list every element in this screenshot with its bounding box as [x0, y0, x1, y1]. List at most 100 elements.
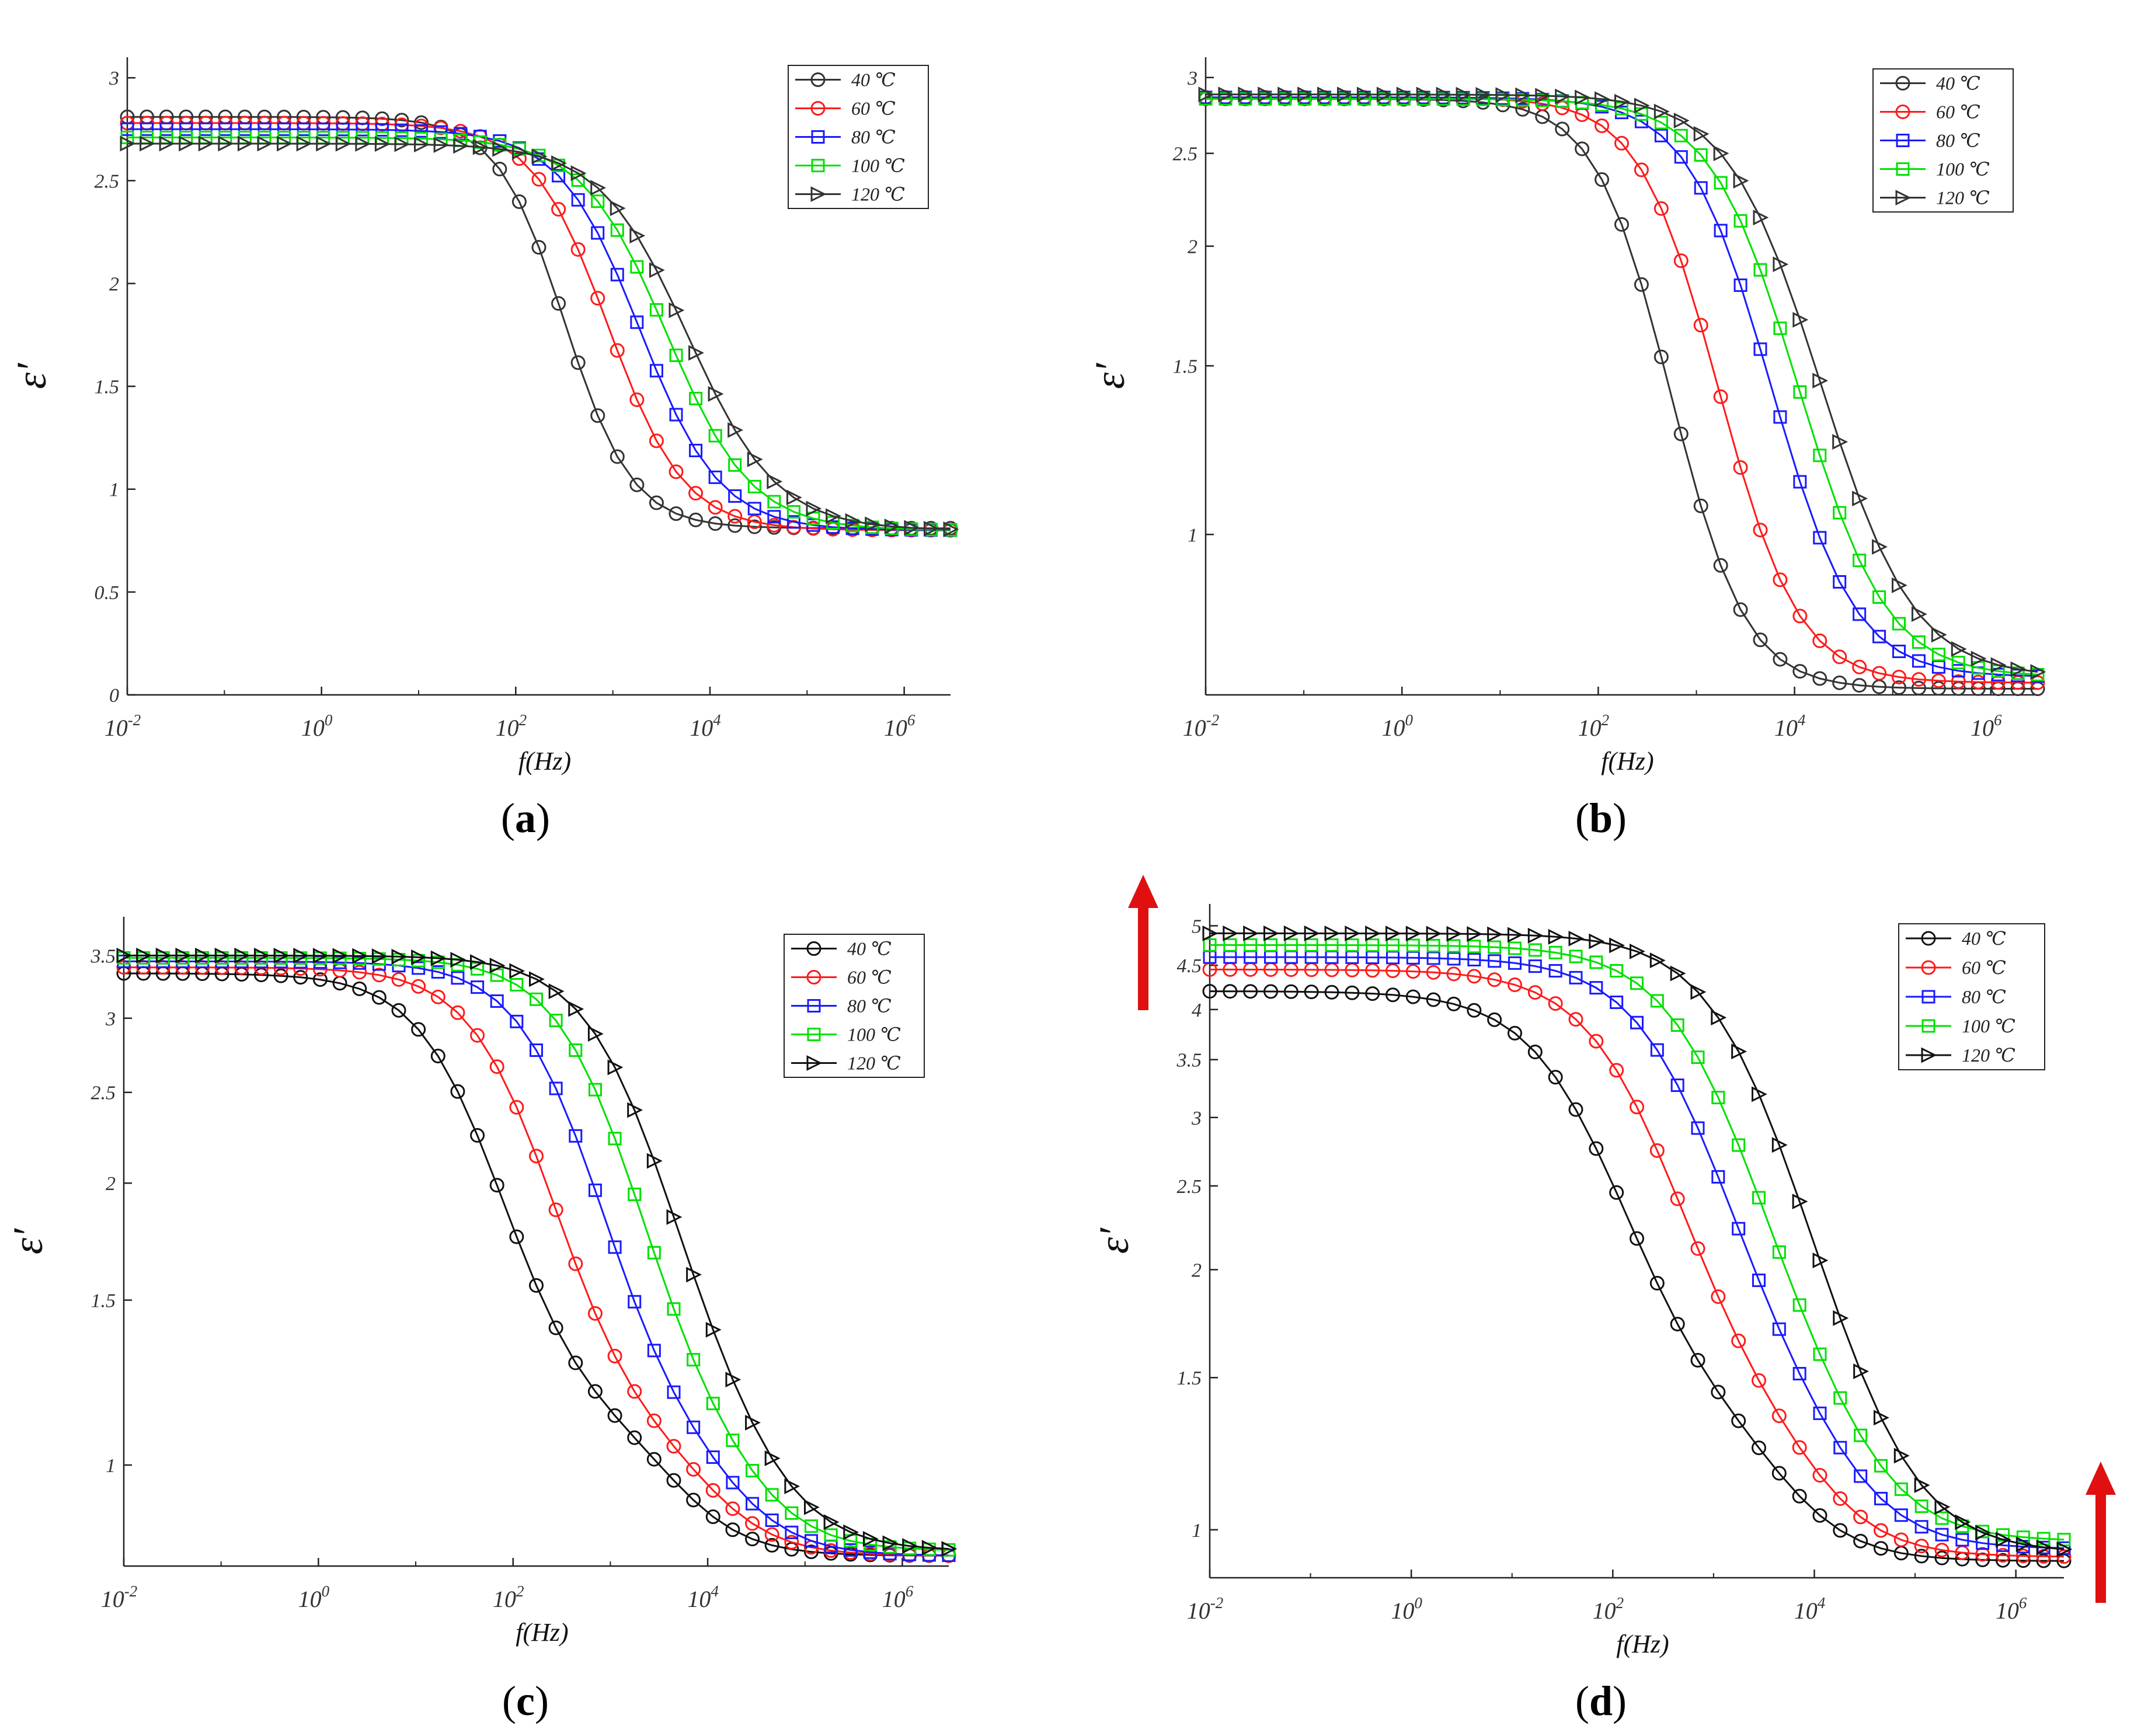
legend-marker	[806, 1055, 823, 1071]
data-point	[1263, 984, 1278, 999]
data-point	[1426, 965, 1441, 980]
data-point	[1223, 926, 1239, 941]
legend: 40 ℃ 60 ℃ 80 ℃ 100 ℃ 120 ℃	[784, 934, 925, 1078]
data-point	[1555, 88, 1571, 105]
data-point	[843, 1524, 859, 1540]
data-point	[686, 1493, 701, 1508]
data-point	[587, 1306, 603, 1321]
data-point	[1488, 954, 1502, 968]
legend-item: 60 ℃	[795, 98, 896, 119]
data-point	[1508, 1025, 1522, 1041]
y-tick-label: 2	[1188, 236, 1197, 258]
y-tick-label: 3	[1187, 68, 1197, 89]
data-point	[746, 1464, 760, 1478]
data-point	[630, 315, 644, 329]
data-point	[727, 422, 744, 438]
data-point	[784, 1535, 799, 1550]
red-arrow-up-top	[1128, 875, 1158, 1010]
data-point	[237, 135, 253, 152]
data-point	[1872, 666, 1887, 681]
data-point	[1569, 949, 1583, 963]
y-tick-label: 4	[1192, 1000, 1202, 1021]
y-tick-label: 4.5	[1177, 955, 1202, 977]
data-point	[941, 1541, 958, 1557]
data-point	[375, 123, 389, 137]
data-point	[1753, 632, 1768, 648]
data-point	[727, 509, 743, 524]
data-point	[1568, 930, 1585, 947]
data-point	[726, 1434, 740, 1448]
data-point	[708, 429, 722, 443]
data-point	[1426, 926, 1442, 942]
data-point	[1752, 1191, 1766, 1205]
data-point	[214, 947, 231, 963]
data-point	[490, 994, 504, 1008]
data-point	[218, 122, 232, 136]
data-point	[1832, 649, 1847, 665]
data-point	[1894, 1508, 1908, 1522]
data-point	[667, 1302, 681, 1316]
legend-marker	[1895, 190, 1912, 206]
data-point	[1792, 1366, 1806, 1380]
data-point	[1971, 674, 1986, 690]
data-point	[374, 111, 389, 126]
data-point	[1714, 176, 1728, 190]
data-point	[1812, 1508, 1827, 1523]
legend-item: 60 ℃	[1880, 102, 1980, 123]
data-point	[765, 1514, 779, 1528]
data-point	[1874, 1410, 1889, 1426]
data-point	[1773, 572, 1788, 587]
data-point	[1854, 1469, 1868, 1483]
data-point	[471, 980, 485, 994]
panel-label-b: (b)	[1575, 795, 1627, 841]
chart-panel-b: 10-2 100 102 104 106 1 1.5 2 2.5 3 f(Hz) ε′ 40 ℃ 60 ℃…	[1087, 57, 2046, 775]
chart-panel-d: 10-2 100 102 104 106 1 1.5 2 2.5 3 3.5 4 4.5 5 f(Hz) ε′…	[1091, 904, 2073, 1658]
data-point	[391, 972, 406, 987]
data-point	[902, 1538, 918, 1554]
y-axis-label: ε′	[1091, 1227, 1137, 1254]
data-point	[1833, 1391, 1847, 1405]
data-point	[470, 1128, 485, 1143]
data-point	[1202, 926, 1219, 941]
data-point	[1447, 952, 1461, 966]
data-point	[1951, 674, 1966, 689]
data-point	[571, 193, 585, 207]
data-point	[1654, 116, 1668, 130]
data-point	[548, 1202, 563, 1217]
data-point	[1406, 938, 1420, 952]
data-point	[1914, 1539, 1929, 1554]
data-point	[627, 1430, 642, 1445]
data-point	[1914, 1477, 1930, 1493]
data-point	[1495, 87, 1512, 103]
data-point	[1931, 648, 1945, 662]
data-point	[1753, 342, 1767, 356]
series-120C	[1202, 926, 2073, 1557]
x-tick-label: 100	[1381, 711, 1413, 741]
data-point	[1971, 650, 1987, 667]
data-point	[1243, 926, 1259, 941]
legend-label: 60 ℃	[1936, 102, 1980, 123]
data-point	[2036, 1553, 2051, 1568]
data-point	[1833, 575, 1847, 589]
data-point	[1634, 114, 1648, 128]
data-point	[1508, 956, 1522, 970]
data-point	[391, 1003, 406, 1018]
legend-label: 60 ℃	[847, 967, 892, 988]
data-point	[1852, 490, 1868, 507]
data-point	[352, 948, 368, 964]
y-tick-label: 2	[106, 1173, 116, 1195]
data-point	[2036, 1539, 2052, 1556]
data-point	[1467, 952, 1481, 966]
data-point	[608, 1240, 622, 1254]
data-point	[785, 1506, 799, 1520]
data-point	[627, 1102, 643, 1118]
data-point	[1508, 977, 1522, 993]
data-point	[155, 947, 172, 963]
data-point	[1508, 941, 1522, 955]
data-point	[629, 228, 646, 244]
data-point	[1670, 1079, 1684, 1093]
y-tick-label: 2.5	[1177, 1176, 1202, 1198]
x-tick-label: 106	[1971, 711, 2002, 741]
x-tick-label: 100	[1391, 1594, 1422, 1624]
